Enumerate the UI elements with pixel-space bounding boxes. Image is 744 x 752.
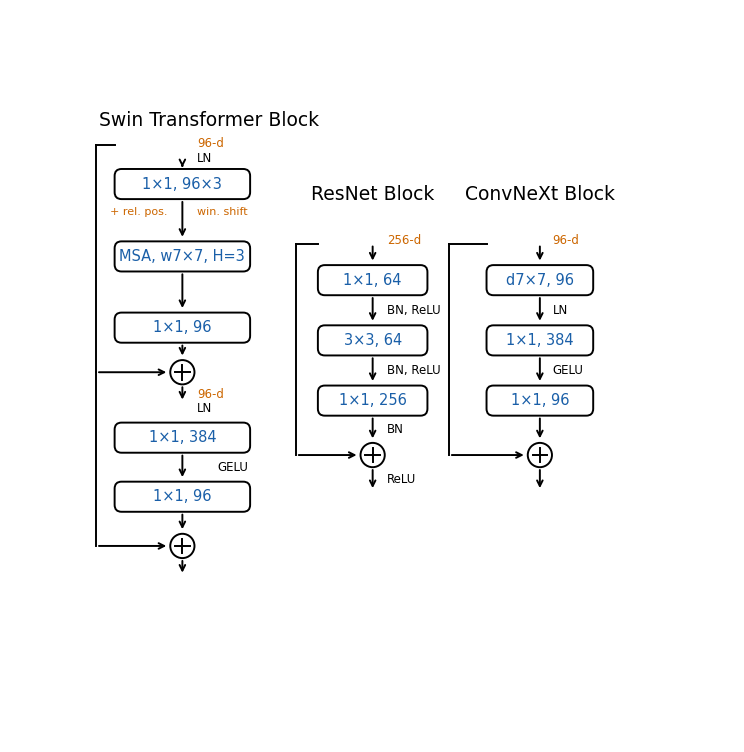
FancyBboxPatch shape [115,423,250,453]
Text: BN, ReLU: BN, ReLU [387,364,440,377]
Text: 256-d: 256-d [387,235,421,247]
FancyBboxPatch shape [487,326,593,356]
Text: 1×1, 96: 1×1, 96 [510,393,569,408]
FancyBboxPatch shape [318,386,428,416]
Text: 1×1, 64: 1×1, 64 [344,273,402,288]
Text: LN: LN [196,402,212,415]
Text: 1×1, 384: 1×1, 384 [506,333,574,348]
FancyBboxPatch shape [318,265,428,296]
FancyBboxPatch shape [487,265,593,296]
Text: 96-d: 96-d [553,235,580,247]
FancyBboxPatch shape [115,482,250,512]
Text: LN: LN [196,152,212,165]
Text: ResNet Block: ResNet Block [311,185,434,204]
FancyBboxPatch shape [318,326,428,356]
Text: GELU: GELU [553,364,583,377]
Text: MSA, w7×7, H=3: MSA, w7×7, H=3 [120,249,246,264]
Text: 1×1, 384: 1×1, 384 [149,430,217,445]
Text: 1×1, 96: 1×1, 96 [153,490,211,505]
Text: BN: BN [387,423,404,435]
Text: + rel. pos.: + rel. pos. [110,207,168,217]
Text: ConvNeXt Block: ConvNeXt Block [465,185,615,204]
Text: 1×1, 256: 1×1, 256 [339,393,406,408]
Text: BN, ReLU: BN, ReLU [387,304,440,317]
FancyBboxPatch shape [487,386,593,416]
Text: LN: LN [553,304,568,317]
Text: d7×7, 96: d7×7, 96 [506,273,574,288]
FancyBboxPatch shape [115,169,250,199]
FancyBboxPatch shape [115,313,250,343]
Text: 1×1, 96: 1×1, 96 [153,320,211,335]
Text: Swin Transformer Block: Swin Transformer Block [99,111,319,129]
Text: 96-d: 96-d [196,137,224,150]
Text: 1×1, 96×3: 1×1, 96×3 [142,177,222,192]
Text: 96-d: 96-d [196,388,224,402]
Text: ReLU: ReLU [387,474,417,487]
Text: 3×3, 64: 3×3, 64 [344,333,402,348]
FancyBboxPatch shape [115,241,250,271]
Text: win. shift: win. shift [196,207,248,217]
Text: GELU: GELU [217,461,248,474]
